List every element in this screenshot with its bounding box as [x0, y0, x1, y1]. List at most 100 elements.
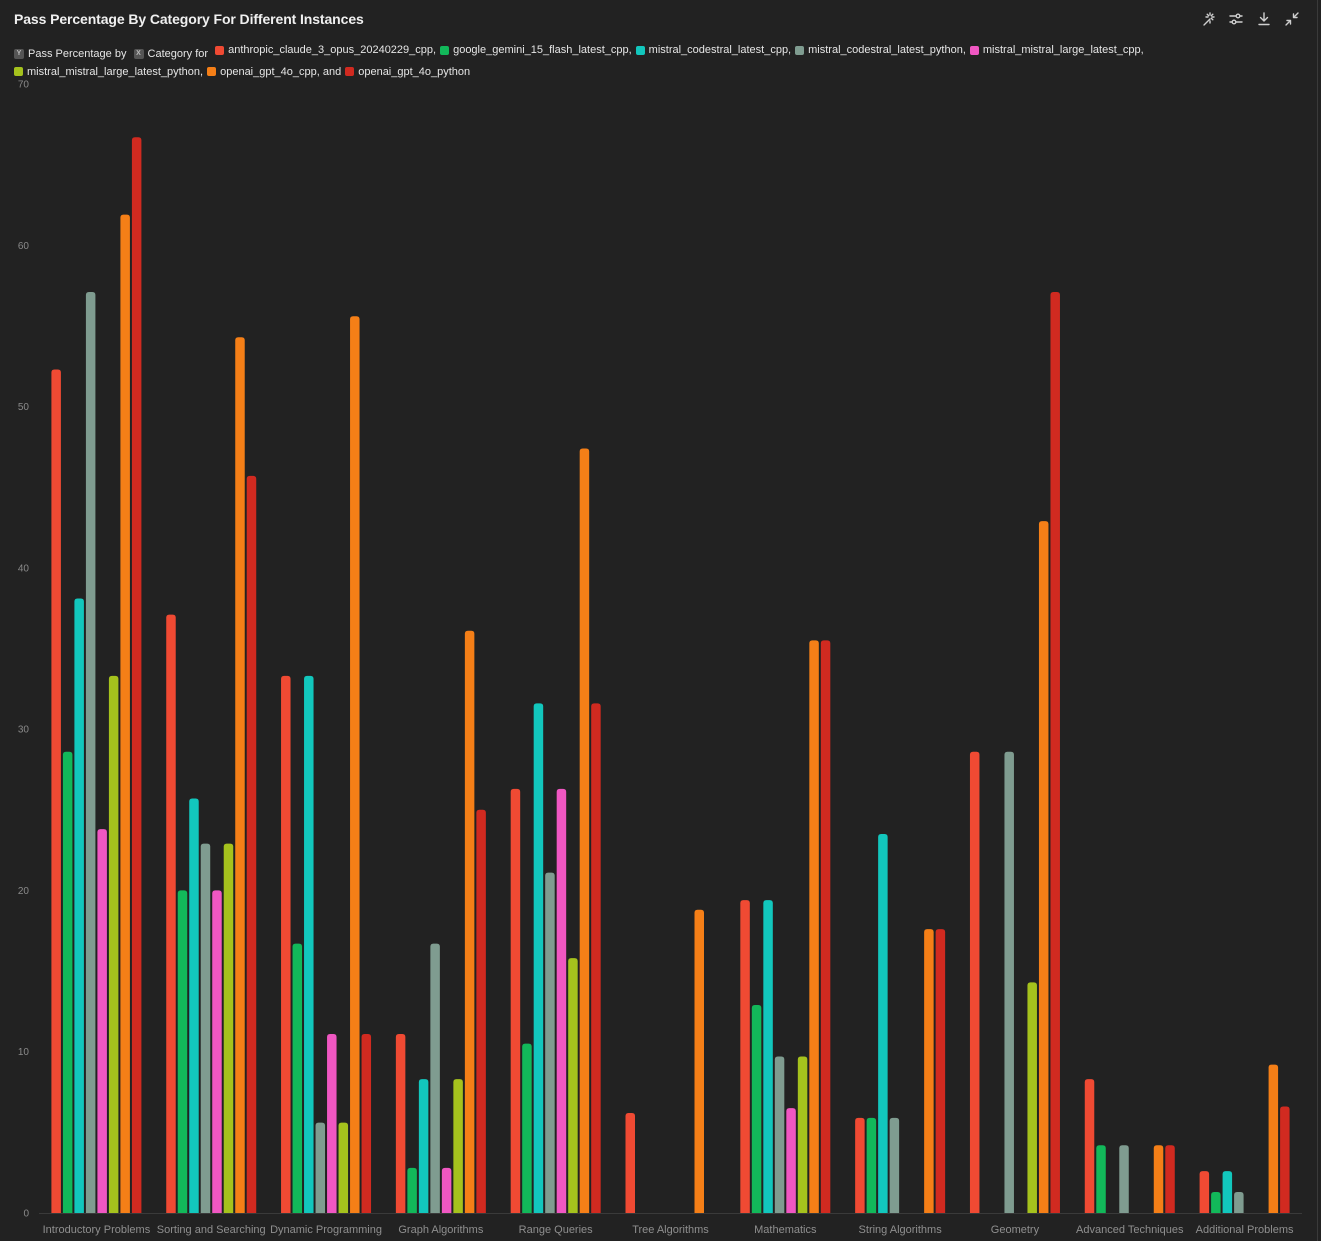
bar — [1004, 751, 1014, 1213]
legend-swatch — [345, 67, 355, 76]
legend-y-text: Pass Percentage by — [28, 47, 127, 60]
bar — [430, 943, 440, 1213]
bar — [108, 675, 119, 1213]
y-tick-label: 40 — [18, 563, 30, 574]
bar — [395, 1033, 406, 1213]
bar — [579, 448, 590, 1213]
legend-entry[interactable]: mistral_codestral_latest_python, — [795, 41, 966, 59]
collapse-icon[interactable] — [1283, 10, 1301, 28]
legend-entry[interactable]: openai_gpt_4o_cpp, and — [207, 63, 341, 81]
bar — [866, 1117, 877, 1213]
chart-legend: Y Pass Percentage by X Category for anth… — [14, 41, 1164, 82]
legend-entry[interactable]: mistral_mistral_large_latest_cpp, — [969, 41, 1144, 59]
legend-label: mistral_mistral_large_latest_python, — [27, 65, 204, 78]
legend-label: openai_gpt_4o_cpp, and — [220, 65, 342, 78]
bar — [327, 1033, 337, 1213]
bar — [464, 630, 475, 1213]
x-category-label: Geometry — [991, 1224, 1040, 1236]
bar — [1153, 1145, 1164, 1213]
bar — [200, 843, 211, 1213]
bar — [51, 369, 61, 1213]
bar — [1222, 1171, 1233, 1213]
bar — [533, 703, 544, 1213]
bar — [166, 614, 176, 1213]
bar — [131, 137, 142, 1214]
bar — [85, 292, 96, 1213]
y-tick-label: 60 — [18, 241, 30, 252]
legend-entry[interactable]: mistral_codestral_latest_cpp, — [635, 41, 791, 59]
bar — [878, 833, 888, 1213]
legend-entry[interactable]: mistral_mistral_large_latest_python, — [14, 63, 203, 81]
legend-swatch — [207, 67, 217, 76]
bar — [774, 1056, 785, 1213]
bar — [476, 809, 486, 1213]
x-category-label: Graph Algorithms — [398, 1224, 483, 1236]
bar — [545, 872, 555, 1213]
magic-icon[interactable] — [1199, 10, 1217, 28]
bar — [350, 316, 360, 1213]
legend-swatch — [795, 45, 805, 55]
legend-entry[interactable]: anthropic_claude_3_opus_20240229_cpp, — [215, 41, 436, 59]
bar — [786, 1108, 796, 1213]
legend-label: mistral_codestral_latest_python, — [808, 44, 966, 56]
bar — [212, 890, 222, 1213]
bar — [797, 1056, 808, 1213]
bar — [407, 1167, 417, 1213]
x-category-label: Additional Problems — [1196, 1224, 1294, 1236]
x-category-label: Range Queries — [519, 1224, 593, 1236]
bar — [235, 337, 245, 1213]
bar — [120, 214, 130, 1214]
x-category-label: Advanced Techniques — [1076, 1224, 1184, 1236]
legend-label: anthropic_claude_3_opus_20240229_cpp, — [228, 44, 437, 56]
bar — [1038, 521, 1049, 1213]
bar — [1211, 1192, 1221, 1213]
legend-x-axis: X Category for — [133, 45, 209, 63]
bar — [338, 1122, 349, 1213]
y-tick-label: 20 — [18, 886, 30, 897]
chart-toolbar — [1199, 10, 1301, 28]
bar — [97, 829, 107, 1213]
legend-entry[interactable]: google_gemini_15_flash_latest_cpp, — [440, 41, 632, 59]
bar — [1096, 1145, 1106, 1213]
y-tick-label: 0 — [23, 1209, 29, 1220]
legend-swatch — [215, 45, 225, 55]
bar — [177, 890, 188, 1213]
bar — [1268, 1064, 1279, 1213]
bar — [441, 1167, 452, 1213]
bar — [315, 1122, 326, 1213]
bar — [935, 929, 946, 1213]
legend-swatch — [14, 67, 23, 76]
bar — [418, 1079, 429, 1213]
y-tick-label: 70 — [18, 80, 30, 91]
bar — [361, 1033, 372, 1213]
x-category-label: Sorting and Searching — [157, 1224, 266, 1236]
bar — [62, 751, 73, 1213]
bar — [694, 909, 704, 1213]
bar — [820, 640, 831, 1213]
legend-entry[interactable]: openai_gpt_4o_python — [345, 63, 470, 81]
bar — [189, 798, 199, 1213]
bar — [453, 1079, 463, 1213]
download-icon[interactable] — [1255, 10, 1273, 28]
legend-swatch — [969, 45, 979, 55]
x-category-label: String Algorithms — [859, 1224, 943, 1236]
bar — [751, 1004, 762, 1213]
bar — [924, 929, 934, 1213]
legend-x-text: Category for — [147, 47, 209, 60]
bar — [809, 640, 819, 1213]
bar — [855, 1117, 865, 1213]
bar — [969, 751, 980, 1213]
legend-label: openai_gpt_4o_python — [358, 65, 471, 78]
bar — [1280, 1106, 1290, 1213]
x-category-label: Mathematics — [754, 1224, 817, 1236]
bar — [522, 1043, 532, 1213]
sliders-icon[interactable] — [1227, 10, 1245, 28]
bar — [1119, 1145, 1129, 1213]
bar — [281, 675, 291, 1213]
bar — [74, 598, 84, 1213]
bar — [1165, 1145, 1175, 1213]
bar — [1050, 292, 1060, 1213]
bar — [625, 1113, 635, 1213]
